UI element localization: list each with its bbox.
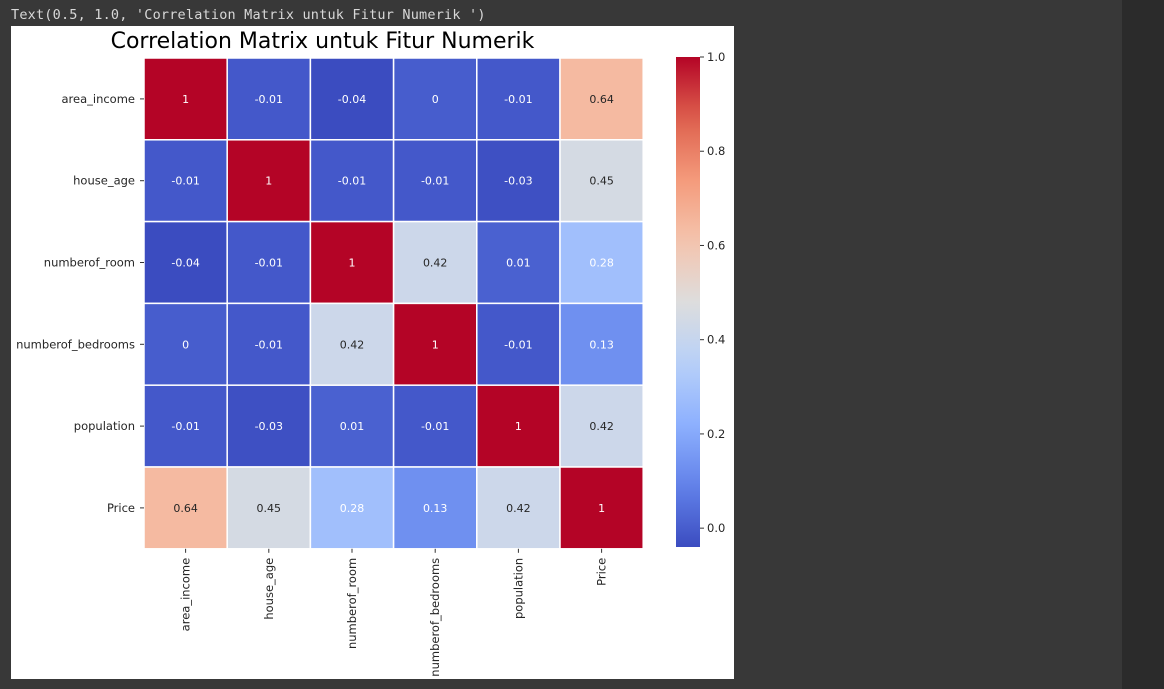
colorbar-tick-label: 0.0 bbox=[707, 521, 725, 535]
x-tick-label: area_income bbox=[179, 558, 193, 632]
x-tick-label: population bbox=[511, 558, 525, 619]
cell-annotation: 0.42 bbox=[340, 338, 365, 351]
heatmap-cell bbox=[559, 302, 644, 386]
cell-annotation: 1 bbox=[182, 93, 189, 106]
x-tick-label: numberof_bedrooms bbox=[428, 558, 442, 677]
cell-annotation: 1 bbox=[515, 420, 522, 433]
cell-annotation: 1 bbox=[265, 175, 272, 188]
y-tick-label: house_age bbox=[73, 174, 135, 188]
cell-annotation: 0.42 bbox=[423, 257, 448, 270]
cell-annotation: 0.42 bbox=[589, 420, 614, 433]
heatmap-svg: 1 -0.01 -0.04 0 -0.01 0.64 -0.01 1 -0.01 -0.01 -0.… bbox=[16, 50, 725, 677]
y-tick-label: area_income bbox=[61, 92, 135, 106]
heatmap-cell bbox=[559, 220, 644, 305]
cell-annotation: -0.01 bbox=[255, 257, 283, 270]
x-tick-label: Price bbox=[595, 558, 609, 586]
cell-annotation: 1 bbox=[349, 257, 356, 270]
colorbar-tick-label: 0.4 bbox=[707, 333, 725, 347]
cell-annotation: 1 bbox=[432, 338, 439, 351]
heatmap-cell bbox=[476, 220, 561, 305]
chart-title: Correlation Matrix untuk Fitur Numerik bbox=[110, 29, 535, 54]
heatmap-cell bbox=[559, 139, 644, 223]
heatmap-cell bbox=[226, 384, 312, 468]
cell-annotation: -0.01 bbox=[255, 93, 283, 106]
cell-annotation: -0.01 bbox=[504, 93, 532, 106]
y-tick-label: numberof_room bbox=[44, 256, 135, 270]
cell-annotation: 0.64 bbox=[589, 93, 614, 106]
cell-annotation: 0.45 bbox=[257, 502, 282, 515]
heatmap-cell bbox=[143, 384, 228, 468]
y-tick-label: population bbox=[74, 419, 135, 433]
heatmap-cell bbox=[143, 220, 228, 305]
heatmap-cell bbox=[476, 302, 561, 386]
heatmap-cell bbox=[476, 466, 561, 550]
x-tick-label: numberof_room bbox=[345, 558, 359, 649]
cell-annotation: 0.13 bbox=[423, 502, 448, 515]
cell-annotation: 0.64 bbox=[173, 502, 198, 515]
cell-annotation: -0.01 bbox=[421, 420, 449, 433]
cell-annotation: -0.01 bbox=[421, 175, 449, 188]
y-tick-labels: area_income house_age numberof_roomnumbero… bbox=[16, 92, 144, 515]
heatmap-cell bbox=[309, 220, 395, 305]
cell-annotation: 0 bbox=[432, 93, 439, 106]
heatmap-cell bbox=[392, 139, 478, 223]
heatmap-cell bbox=[476, 384, 561, 468]
heatmap-cell bbox=[226, 139, 312, 223]
cell-annotation: -0.01 bbox=[171, 420, 199, 433]
heatmap-cell bbox=[226, 220, 312, 305]
colorbar-tick-label: 0.2 bbox=[707, 427, 725, 441]
colorbar: 0.0 0.2 0.4 0.6 0.8 1.0 bbox=[676, 50, 725, 547]
heatmap-cell bbox=[559, 466, 644, 550]
cell-annotation: 0.13 bbox=[589, 338, 614, 351]
cell-annotation: -0.03 bbox=[255, 420, 283, 433]
cell-annotation: -0.04 bbox=[338, 93, 366, 106]
colorbar-tick-label: 0.6 bbox=[707, 238, 725, 252]
cell-annotation: 0.01 bbox=[506, 257, 531, 270]
cell-annotation: -0.01 bbox=[171, 175, 199, 188]
heatmap-cell bbox=[309, 302, 395, 386]
heatmap-cell bbox=[226, 57, 312, 141]
cell-annotation: -0.03 bbox=[504, 175, 532, 188]
colorbar-gradient bbox=[676, 57, 700, 547]
scroll-gutter bbox=[1122, 0, 1164, 689]
cell-annotation: -0.01 bbox=[338, 175, 366, 188]
x-tick-label: house_age bbox=[262, 558, 276, 620]
heatmap-figure: Correlation Matrix untuk Fitur Numerik 1… bbox=[11, 26, 734, 679]
cell-annotation: -0.01 bbox=[504, 338, 532, 351]
heatmap-cell bbox=[392, 220, 478, 305]
colorbar-tick-label: 1.0 bbox=[707, 50, 725, 64]
cell-annotation: -0.01 bbox=[255, 338, 283, 351]
heatmap-annotations: 1 -0.01 -0.04 0 -0.01 0.64 -0.01 1 -0.01 -0.01 -0.… bbox=[171, 93, 613, 515]
heatmap-cell bbox=[559, 384, 644, 468]
cell-annotation: 0.45 bbox=[589, 175, 614, 188]
colorbar-tick-label: 0.8 bbox=[707, 144, 725, 158]
heatmap-cell bbox=[392, 302, 478, 386]
cell-annotation: 0 bbox=[182, 338, 189, 351]
cell-annotation: 0.42 bbox=[506, 502, 531, 515]
cell-annotation: 0.28 bbox=[340, 502, 365, 515]
x-tick-labels: area_income house_age numberof_room numbero… bbox=[179, 548, 609, 677]
cell-annotation: 0.28 bbox=[589, 257, 614, 270]
cell-annotation: 0.01 bbox=[340, 420, 365, 433]
cell-annotation: 1 bbox=[598, 502, 605, 515]
heatmap-cell bbox=[143, 57, 228, 141]
y-tick-label: numberof_bedrooms bbox=[16, 337, 135, 351]
output-text-line: Text(0.5, 1.0, 'Correlation Matrix untuk… bbox=[11, 7, 486, 23]
y-tick-label: Price bbox=[107, 501, 135, 515]
cell-annotation: -0.04 bbox=[171, 257, 199, 270]
heatmap-cells bbox=[143, 57, 644, 550]
heatmap-cell bbox=[309, 139, 395, 223]
heatmap-cell bbox=[143, 466, 228, 550]
heatmap-cell bbox=[309, 57, 395, 141]
